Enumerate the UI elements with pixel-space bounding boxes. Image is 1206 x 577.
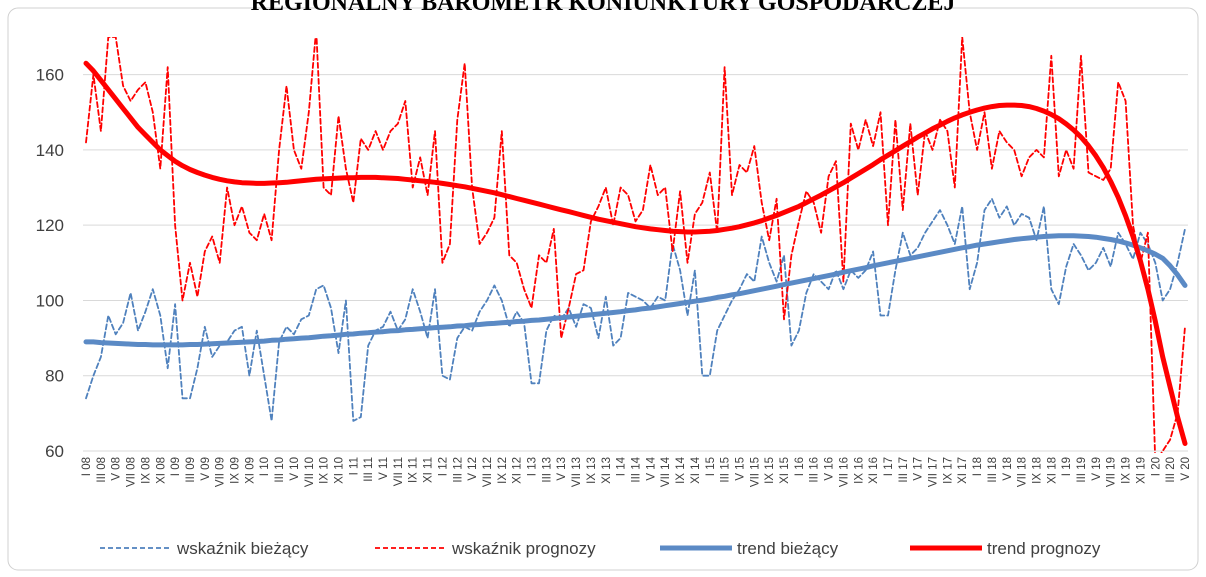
x-tick-label: III 11 [363,457,375,482]
x-tick-label: IX 12 [497,457,509,484]
x-tick-label: VII 09 [215,457,227,487]
chart-title: REGIONALNY BAROMETR KONIUNKTURY GOSPODAR… [251,0,956,16]
x-tick-label: V 13 [556,457,568,481]
x-tick-label: IX 09 [230,457,242,484]
x-tick-label: VII 11 [393,457,405,486]
x-tick-label: V 20 [1180,457,1192,481]
x-tick-label: XI 08 [155,457,167,484]
x-tick-label: I 12 [437,457,449,476]
x-tick-label: VII 19 [1106,457,1118,487]
x-tick-label: VII 18 [1017,457,1029,487]
x-tick-label: XI 14 [690,456,702,483]
x-tick-label: V 09 [200,457,212,481]
x-tick-label: I 20 [1150,457,1162,476]
legend-label: trend bieżący [737,539,839,558]
x-tick-label: VII 10 [304,457,316,487]
x-tick-label: III 17 [898,457,910,483]
x-tick-label: I 18 [972,457,984,476]
x-tick-label: III 14 [631,456,643,482]
x-tick-label: V 18 [1002,457,1014,481]
x-tick-label: V 12 [467,457,479,481]
x-tick-label: I 11 [348,457,360,475]
x-tick-label: V 17 [913,457,925,481]
x-tick-label: III 13 [541,457,553,483]
x-tick-label: I 15 [705,457,717,476]
x-tick-label: XI 17 [957,457,969,484]
x-tick-label: XI 09 [244,457,256,484]
x-tick-label: XI 16 [868,457,880,484]
x-tick-label: I 14 [616,456,628,476]
x-tick-label: XI 11 [423,457,435,483]
x-tick-label: V 15 [734,457,746,481]
x-tick-label: III 16 [809,457,821,483]
x-tick-label: I 19 [1061,457,1073,476]
x-tick-label: VII 15 [749,457,761,487]
trend-line [83,233,1188,348]
y-tick-label: 160 [36,66,64,85]
x-tick-label: XI 19 [1135,457,1147,484]
x-tick-label: XI 15 [779,457,791,484]
x-tick-label: I 10 [259,457,271,476]
x-tick-label: III 15 [720,457,732,483]
x-tick-label: V 10 [289,457,301,481]
x-tick-label: III 09 [185,457,197,483]
x-tick-label: III 08 [96,457,108,483]
dashed-line [85,37,1186,453]
x-tick-label: I 09 [170,457,182,476]
x-tick-label: VII 13 [571,457,583,487]
x-tick-label: IX 08 [140,457,152,484]
x-tick-label: IX 13 [586,457,598,484]
y-tick-label: 140 [36,141,64,160]
y-tick-label: 120 [36,216,64,235]
x-tick-label: IX 10 [319,457,331,484]
x-tick-label: III 19 [1076,457,1088,483]
x-tick-label: IX 19 [1121,457,1133,484]
x-tick-label: III 10 [274,457,286,483]
x-tick-label: I 17 [883,457,895,476]
legend-label: trend prognozy [987,539,1101,558]
x-tick-label: V 14 [645,456,657,480]
x-tick-label: XI 12 [512,457,524,484]
x-tick-label: IX 18 [1031,457,1043,484]
x-tick-label: I 13 [527,457,539,476]
x-tick-label: XI 13 [601,457,613,484]
x-tick-label: VII 12 [482,457,494,487]
x-tick-label: IX 11 [408,457,420,483]
y-tick-label: 60 [45,442,64,461]
x-tick-label: VII 16 [838,457,850,487]
x-tick-label: IX 16 [853,457,865,484]
x-tick-label: VII 14 [660,456,672,487]
x-tick-label: VII 08 [126,457,138,487]
y-tick-label: 80 [45,367,64,386]
trend-line [83,60,1188,446]
x-tick-label: III 12 [452,457,464,483]
x-tick-label: XI 10 [333,457,345,484]
x-tick-label: IX 15 [764,457,776,484]
x-tick-label: V 08 [111,457,123,481]
x-tick-label: XI 18 [1046,457,1058,484]
x-tick-label: V 11 [378,457,390,480]
x-tick-label: III 18 [987,457,999,483]
x-tick-label: V 16 [824,457,836,481]
x-tick-label: IX 14 [675,456,687,483]
y-tick-label: 100 [36,291,64,310]
x-tick-label: I 08 [81,457,93,476]
dashed-line [85,197,1186,422]
x-tick-label: IX 17 [942,457,954,484]
x-tick-label: I 16 [794,457,806,476]
x-tick-label: III 20 [1165,457,1177,483]
x-tick-label: V 19 [1091,457,1103,481]
x-tick-label: VII 17 [928,457,940,487]
legend-label: wskaźnik prognozy [451,539,596,558]
legend-label: wskaźnik bieżący [176,539,309,558]
